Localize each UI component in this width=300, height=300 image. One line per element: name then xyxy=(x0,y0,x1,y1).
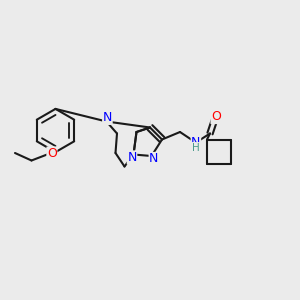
Text: N: N xyxy=(149,152,159,166)
Text: O: O xyxy=(47,147,57,160)
Text: H: H xyxy=(192,142,200,153)
Text: O: O xyxy=(211,110,221,124)
Text: N: N xyxy=(191,136,201,149)
Text: N: N xyxy=(127,151,137,164)
Text: N: N xyxy=(103,111,112,124)
